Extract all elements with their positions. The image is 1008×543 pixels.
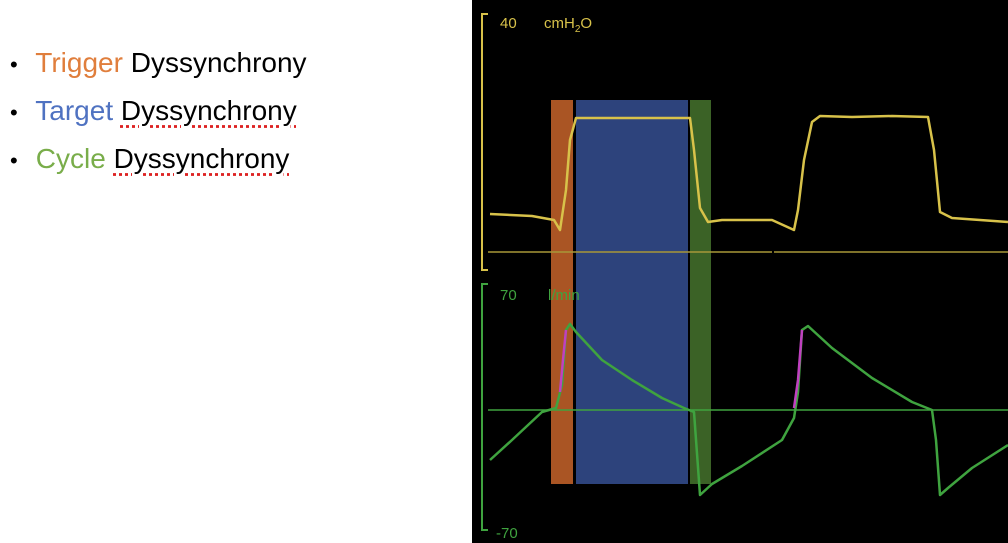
flow-panel: 70 l/min -70 [481, 283, 1008, 542]
bullet-keyword-target: Target [35, 95, 114, 126]
bullet-keyword-cycle: Cycle [35, 143, 106, 174]
cycle-phase-band [690, 100, 711, 484]
bullet-dot: • [10, 100, 18, 125]
bullet-rest: Dyssynchrony [120, 95, 297, 126]
flow-bracket [481, 283, 488, 531]
bullet-list: • Trigger Dyssynchrony • Target Dyssynch… [10, 40, 307, 184]
bullet-rest: Dyssynchrony [113, 143, 290, 174]
bullet-rest: Dyssynchrony [130, 47, 307, 78]
bullet-trigger: • Trigger Dyssynchrony [10, 40, 307, 88]
bullet-cycle: • Cycle Dyssynchrony [10, 136, 307, 184]
pressure-panel: 40 cmH2O [481, 13, 1008, 271]
bullet-keyword-trigger: Trigger [35, 47, 123, 78]
trigger-effort-segment [792, 329, 804, 409]
trigger-phase-band [551, 100, 573, 484]
bullet-target: • Target Dyssynchrony [10, 88, 307, 136]
bullet-dot: • [10, 148, 18, 173]
bullet-dot: • [10, 52, 18, 77]
pressure-bracket [481, 13, 488, 271]
pressure-unit-label: cmH2O [544, 15, 592, 35]
pressure-waveform [489, 114, 1008, 232]
trigger-effort-segment [558, 329, 568, 393]
pressure-scale-label: 40 [500, 15, 517, 32]
ventilator-waveform-display: 40 cmH2O 70 l/min -70 [472, 0, 1008, 543]
target-phase-band [576, 100, 688, 484]
flow-scale-min-label: -70 [496, 525, 518, 542]
flow-unit-label: l/min [548, 287, 580, 304]
flow-scale-max-label: 70 [500, 287, 517, 304]
waveform-svg: 40 cmH2O 70 l/min -70 [481, 13, 1008, 542]
